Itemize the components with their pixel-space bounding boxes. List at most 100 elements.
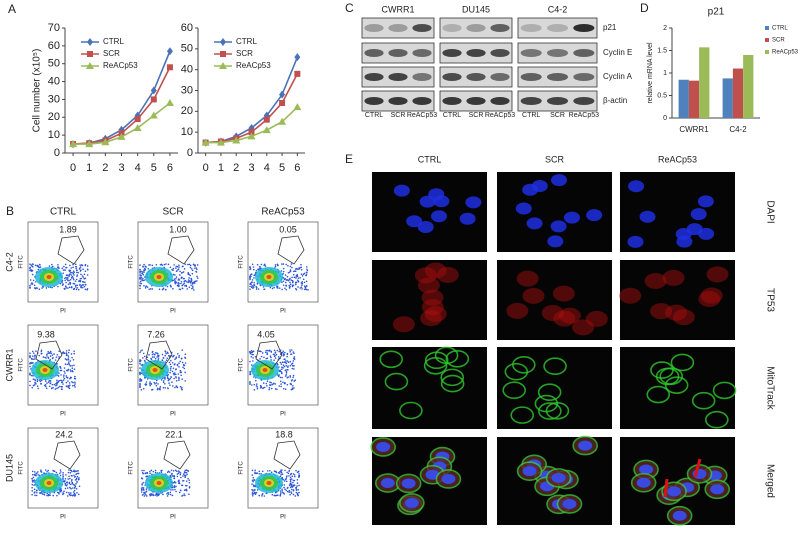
event-dot <box>252 350 255 353</box>
event-dot <box>55 384 57 387</box>
event-dot <box>305 271 308 274</box>
event-dot <box>38 354 41 357</box>
micrograph <box>620 347 735 429</box>
event-dot <box>172 287 174 290</box>
event-dot <box>155 382 158 384</box>
event-dot <box>75 487 78 490</box>
event-dot <box>73 271 75 274</box>
event-dot <box>190 267 193 270</box>
event-dot <box>57 375 60 377</box>
event-dot <box>84 288 87 291</box>
event-dot <box>29 267 31 270</box>
event-dot <box>75 265 78 268</box>
density-core <box>152 368 158 372</box>
event-dot <box>279 494 282 496</box>
event-dot <box>162 380 165 382</box>
event-dot <box>47 469 49 472</box>
event-dot <box>34 494 36 497</box>
event-dot <box>292 489 295 491</box>
event-dot <box>32 384 35 387</box>
event-dot <box>152 494 155 497</box>
event-dot <box>301 282 304 285</box>
event-dot <box>164 383 166 385</box>
event-dot <box>265 349 268 352</box>
event-dot <box>185 484 187 487</box>
axis-label: FITC <box>129 461 135 475</box>
event-dot <box>296 493 299 496</box>
mitochondria <box>646 385 671 404</box>
event-dot <box>256 387 259 390</box>
event-dot <box>86 265 89 267</box>
event-dot <box>282 352 284 354</box>
event-dot <box>166 493 168 495</box>
event-dot <box>76 271 78 274</box>
event-dot <box>74 493 76 496</box>
event-dot <box>293 270 296 272</box>
event-dot <box>164 387 167 389</box>
event-dot <box>79 266 82 268</box>
axis-label: PI <box>60 412 66 418</box>
event-dot <box>285 365 288 367</box>
event-dot <box>71 384 74 387</box>
event-dot <box>67 287 69 289</box>
event-dot <box>184 353 187 356</box>
event-dot <box>282 364 285 366</box>
event-dot <box>259 358 261 360</box>
event-dot <box>76 284 78 286</box>
event-dot <box>68 363 71 366</box>
event-dot <box>175 270 178 273</box>
event-dot <box>256 489 259 491</box>
event-dot <box>59 379 62 382</box>
event-dot <box>78 485 81 488</box>
event-dot <box>155 379 158 382</box>
event-dot <box>292 365 295 367</box>
y-tick-label: 60 <box>181 22 193 34</box>
event-dot <box>32 358 34 361</box>
event-dot <box>260 355 263 358</box>
event-dot <box>72 263 74 266</box>
event-dot <box>285 372 288 374</box>
legend-swatch <box>765 38 769 42</box>
event-dot <box>59 369 62 372</box>
image-column-label: SCR <box>545 154 565 164</box>
y-tick-label: 50 <box>181 43 193 55</box>
event-dot <box>159 386 162 388</box>
legend-swatch <box>765 26 769 30</box>
event-dot <box>260 385 262 388</box>
event-dot <box>278 385 281 387</box>
nucleus <box>628 180 645 193</box>
event-dot <box>139 378 142 380</box>
event-dot <box>55 383 57 385</box>
event-dot <box>43 384 46 387</box>
event-dot <box>141 489 143 492</box>
event-dot <box>305 285 308 287</box>
event-dot <box>139 287 141 290</box>
event-dot <box>251 469 254 472</box>
lane-label: SCR <box>391 112 406 119</box>
event-dot <box>293 356 296 358</box>
y-tick-label: 40 <box>48 75 60 87</box>
event-dot <box>143 269 145 271</box>
event-dot <box>296 485 298 487</box>
flow-plot <box>137 427 209 509</box>
event-dot <box>142 487 145 489</box>
mitochondria <box>502 381 526 400</box>
event-dot <box>167 352 169 355</box>
image-column-label: ReACp53 <box>658 154 697 164</box>
event-dot <box>176 475 179 478</box>
panel-label: C <box>345 1 354 15</box>
event-dot <box>183 280 186 282</box>
event-dot <box>139 371 141 374</box>
event-dot <box>252 494 254 497</box>
event-dot <box>187 281 189 284</box>
event-dot <box>142 277 144 280</box>
band <box>466 97 486 105</box>
event-dot <box>279 376 282 379</box>
event-dot <box>31 283 34 285</box>
event-dot <box>290 279 293 281</box>
event-dot <box>306 269 309 272</box>
cell-signal <box>424 262 447 279</box>
event-dot <box>299 266 302 269</box>
event-dot <box>139 272 141 274</box>
band <box>466 49 486 57</box>
